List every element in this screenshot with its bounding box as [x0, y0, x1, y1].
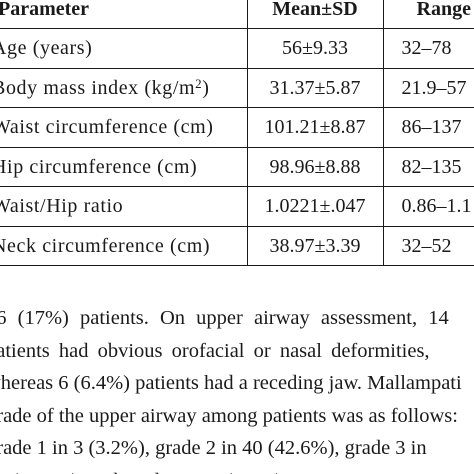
patient-parameters-table-container: Parameter Mean±SD Range Age (years) 56±9…: [0, 0, 474, 266]
table-row: Hip circumference (cm) 98.96±8.88 82–135: [0, 146, 474, 187]
table-header-row: Parameter Mean±SD Range: [0, 0, 474, 29]
row-bmi-parameter: Body mass index (kg/m2): [0, 67, 247, 108]
row-neck-range: 32–52: [382, 225, 474, 266]
row-waist-parameter: Waist circumference (cm): [0, 107, 247, 147]
row-waist-mean-sd: 101.21±8.87: [246, 107, 383, 147]
table-row: Waist circumference (cm) 101.21±8.87 86–…: [0, 107, 474, 147]
row-age-mean-sd: 56±9.33: [246, 28, 383, 68]
paragraph-line-1: 16 (17%) patients. On upper airway asses…: [0, 307, 449, 329]
row-age-range: 32–78: [382, 28, 474, 68]
row-neck-mean-sd: 38.97±3.39: [246, 225, 383, 266]
row-waist-hip-ratio-mean-sd: 1.0221±.047: [246, 186, 383, 226]
header-parameter: Parameter: [0, 0, 247, 29]
row-hip-mean-sd: 98.96±8.88: [246, 146, 383, 187]
paragraph-line-5: grade 1 in 3 (3.2%), grade 2 in 40 (42.6…: [0, 437, 427, 459]
patient-parameters-table: Parameter Mean±SD Range Age (years) 56±9…: [0, 0, 474, 266]
bmi-label: Body mass index (kg/m: [0, 76, 196, 99]
bmi-label-superscript: 2: [195, 75, 203, 91]
bmi-label-end: ): [202, 76, 210, 99]
table-row: Age (years) 56±9.33 32–78: [0, 28, 474, 68]
header-mean-sd: Mean±SD: [246, 0, 383, 29]
body-paragraph: 16 (17%) patients. On upper airway asses…: [0, 302, 474, 474]
table-row: Waist/Hip ratio 1.0221±.047 0.86–1.1: [0, 186, 474, 226]
paragraph-line-3: whereas 6 (6.4%) patients had a receding…: [0, 372, 462, 394]
header-range: Range: [382, 0, 474, 29]
table-row: Neck circumference (cm) 38.97±3.39 32–52: [0, 225, 474, 266]
table-row: Body mass index (kg/m2) 31.37±5.87 21.9–…: [0, 67, 474, 108]
paragraph-line-4: grade of the upper airway among patients…: [0, 404, 458, 427]
row-hip-parameter: Hip circumference (cm): [0, 146, 247, 187]
row-age-parameter: Age (years): [0, 37, 93, 60]
row-waist-hip-ratio-parameter: Waist/Hip ratio: [0, 186, 247, 226]
row-neck-parameter: Neck circumference (cm): [0, 225, 247, 266]
paragraph-line-6: 44 (46.8%), and grade 4 in 7 (7.4%) pati…: [0, 465, 474, 474]
row-waist-hip-ratio-range: 0.86–1.1: [382, 186, 474, 226]
paragraph-line-2: patients had obvious orofacial or nasal …: [0, 339, 430, 362]
row-bmi-mean-sd: 31.37±5.87: [246, 67, 383, 108]
row-waist-range: 86–137: [382, 107, 474, 147]
row-bmi-range: 21.9–57: [382, 67, 474, 108]
row-hip-range: 82–135: [382, 146, 474, 187]
